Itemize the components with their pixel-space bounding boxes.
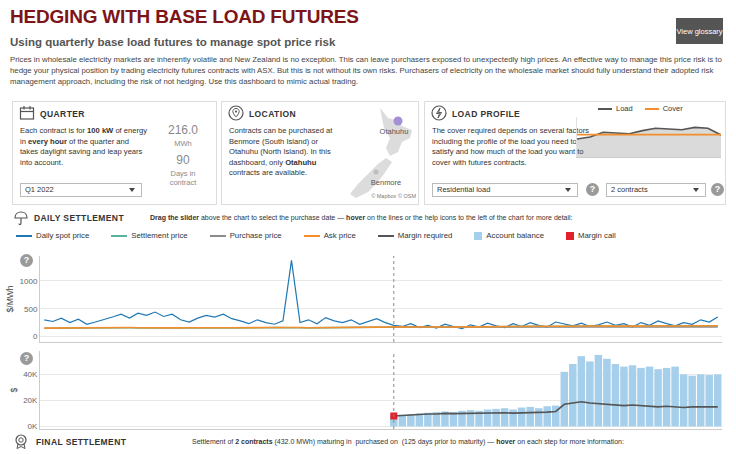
html-text:DAILY SETTLEMENT: DAILY SETTLEMENT <box>34 213 124 223</box>
html-text:FINAL SETTLEMENT: FINAL SETTLEMENT <box>36 437 127 447</box>
html-text:Margin required: Margin required <box>397 231 453 240</box>
html-text:View glossary: View glossary <box>676 26 723 36</box>
html-text:contracts are available.: contracts are available. <box>229 168 308 177</box>
html-text:Ask price: Ask price <box>323 231 356 240</box>
svg-text:0K: 0K <box>28 422 38 431</box>
html-text:Settlement price: Settlement price <box>131 231 188 240</box>
html-text:Residential load: Residential load <box>437 185 491 194</box>
html-text:Cover: Cover <box>662 104 683 113</box>
svg-text:Otahuhu: Otahuhu <box>380 127 409 136</box>
html-text:Settlement of 2 contracts (432: Settlement of 2 contracts (432.0 MWh) ma… <box>192 438 624 445</box>
html-text:216.0: 216.0 <box>168 123 198 137</box>
svg-text:0: 0 <box>33 332 38 341</box>
svg-text:20K: 20K <box>23 396 38 405</box>
html-text:Daily spot price: Daily spot price <box>36 231 90 240</box>
html-text:Load: Load <box>616 104 633 113</box>
html-text:QUARTER: QUARTER <box>40 109 85 119</box>
svg-text:40K: 40K <box>23 370 38 379</box>
html-text:LOCATION: LOCATION <box>249 109 296 119</box>
html-text:Days in contract: Days in contract <box>169 169 197 187</box>
svg-text:1000: 1000 <box>20 277 38 286</box>
html-text:Prices in wholesale electricit: Prices in wholesale electricity markets … <box>10 55 722 86</box>
html-text:Using quarterly base load futu: Using quarterly base load futures to man… <box>10 36 336 48</box>
svg-text:© Mapbox © OSM: © Mapbox © OSM <box>371 193 416 199</box>
html-text:Each contract is for 100 kW of: Each contract is for 100 kW of energy in… <box>20 126 148 167</box>
html-text:Purchase price: Purchase price <box>229 231 282 240</box>
svg-text:Benmore: Benmore <box>371 178 401 187</box>
html-text:90: 90 <box>176 153 190 167</box>
svg-text:500: 500 <box>24 305 38 314</box>
html-text:Margin call: Margin call <box>578 231 616 240</box>
html-text:HEDGING WITH BASE LOAD FUTURES: HEDGING WITH BASE LOAD FUTURES <box>10 6 359 27</box>
html-text:Drag the slider above the char: Drag the slider above the chart to selec… <box>150 214 573 221</box>
html-text:Account balance: Account balance <box>486 231 544 240</box>
html-text:Q1 2022: Q1 2022 <box>25 185 54 194</box>
html-text:The cover required depends on: The cover required depends on several fa… <box>432 126 589 167</box>
svg-text:$/MWh: $/MWh <box>5 285 15 312</box>
html-text:2 contracts: 2 contracts <box>611 185 648 194</box>
svg-text:$: $ <box>9 387 19 392</box>
html-text:LOAD PROFILE: LOAD PROFILE <box>452 109 521 119</box>
html-text:MWh: MWh <box>174 139 192 148</box>
html-text:Contracts can be purchased at: Contracts can be purchased at Benmore (S… <box>229 126 333 167</box>
